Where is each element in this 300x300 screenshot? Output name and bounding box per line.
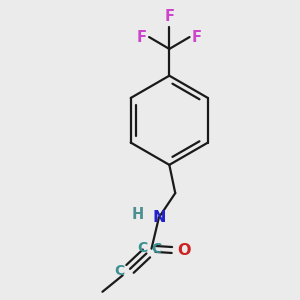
Text: F: F [192, 30, 202, 45]
Text: F: F [137, 30, 147, 45]
Text: O: O [178, 243, 191, 258]
Text: N: N [152, 210, 166, 225]
Text: C: C [115, 264, 125, 278]
Text: F: F [164, 9, 174, 24]
Text: C: C [151, 242, 161, 256]
Text: C: C [138, 241, 148, 255]
Text: H: H [131, 207, 143, 222]
